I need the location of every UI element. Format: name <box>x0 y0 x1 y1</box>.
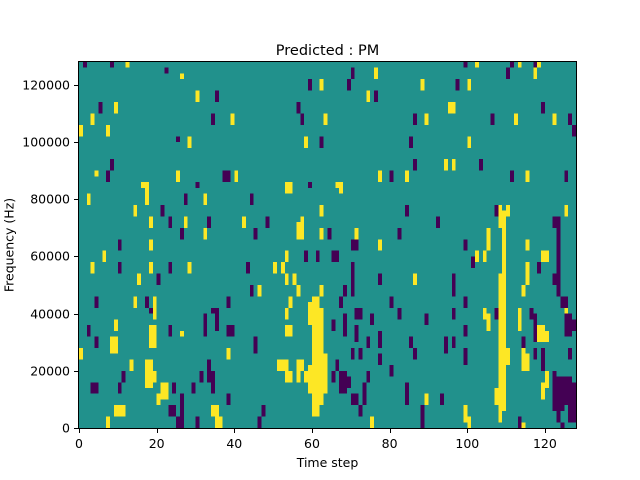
y-tick-mark <box>74 370 78 372</box>
x-axis-label: Time step <box>296 455 359 470</box>
y-tick-label: 40000 <box>30 306 70 322</box>
heatmap-canvas <box>79 62 576 428</box>
x-tick-label: 60 <box>304 436 320 451</box>
x-tick-label: 120 <box>532 436 557 451</box>
y-tick-label: 120000 <box>22 77 70 93</box>
y-tick-mark <box>74 84 78 86</box>
x-tick-label: 40 <box>226 436 243 451</box>
x-tick-label: 20 <box>148 436 165 451</box>
y-tick-mark <box>74 256 78 258</box>
x-tick-mark <box>312 429 313 433</box>
x-tick-mark <box>467 429 469 433</box>
y-tick-mark <box>74 313 78 315</box>
heatmap-plot-area <box>78 61 577 429</box>
x-tick-mark <box>79 429 80 433</box>
y-axis-label: Frequency (Hz) <box>1 197 17 293</box>
y-tick-mark <box>74 199 78 201</box>
y-tick-label: 100000 <box>22 134 70 150</box>
x-tick-mark <box>156 429 158 433</box>
y-tick-mark <box>74 428 78 429</box>
y-tick-label: 20000 <box>30 363 70 379</box>
x-tick-mark <box>389 429 391 433</box>
plot-title: Predicted : PM <box>275 43 380 59</box>
y-tick-label: 0 <box>62 420 70 436</box>
y-tick-label: 80000 <box>30 191 70 207</box>
x-tick-mark <box>234 429 236 433</box>
x-tick-mark <box>544 429 546 433</box>
x-tick-label: 80 <box>381 436 398 451</box>
y-tick-label: 60000 <box>30 248 70 264</box>
x-tick-label: 0 <box>75 436 83 451</box>
x-tick-label: 100 <box>455 436 480 451</box>
y-tick-mark <box>74 142 78 144</box>
